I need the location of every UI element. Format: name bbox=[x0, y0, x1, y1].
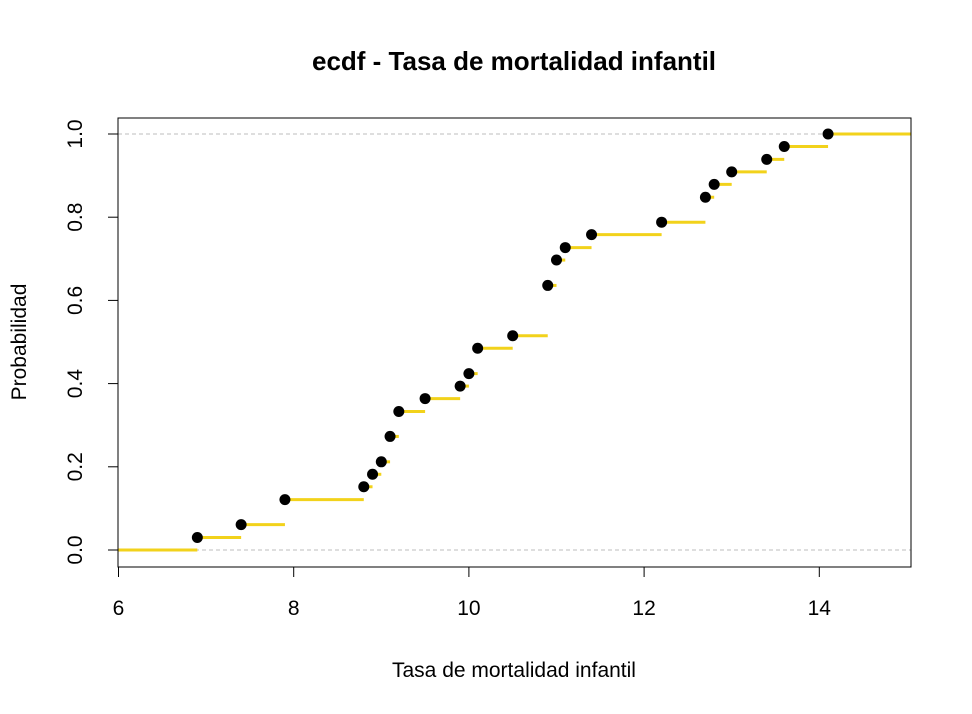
y-tick-label: 0.2 bbox=[64, 452, 87, 481]
x-axis: 6 8 10 12 14 bbox=[113, 566, 832, 620]
x-tick-label: 6 bbox=[113, 597, 125, 620]
y-tick-label: 0.6 bbox=[64, 286, 87, 315]
x-tick-label: 8 bbox=[288, 597, 300, 620]
data-point bbox=[393, 405, 405, 417]
y-tick-label: 0.4 bbox=[64, 369, 87, 399]
data-point bbox=[235, 519, 247, 531]
data-point bbox=[656, 216, 668, 228]
y-axis: 0.0 0.2 0.4 0.6 0.8 1.0 bbox=[64, 119, 119, 565]
data-point bbox=[761, 153, 773, 165]
x-axis-label: Tasa de mortalidad infantil bbox=[392, 659, 636, 682]
data-point bbox=[778, 140, 790, 152]
y-tick-label: 0.0 bbox=[64, 535, 87, 564]
data-point bbox=[551, 254, 562, 266]
data-point bbox=[454, 380, 466, 392]
data-point bbox=[726, 166, 738, 178]
data-point bbox=[472, 342, 484, 354]
data-point bbox=[419, 393, 431, 405]
step-segments bbox=[118, 132, 911, 552]
x-tick-label: 14 bbox=[808, 597, 832, 620]
data-point bbox=[384, 430, 396, 442]
plot-frame bbox=[117, 117, 912, 568]
y-tick-label: 1.0 bbox=[64, 119, 87, 148]
x-tick-label: 10 bbox=[457, 597, 480, 620]
data-point bbox=[586, 229, 598, 241]
y-axis-label: Probabilidad bbox=[8, 284, 31, 401]
reference-lines bbox=[118, 133, 911, 551]
data-point bbox=[375, 456, 387, 468]
data-point bbox=[699, 191, 711, 203]
data-point bbox=[507, 330, 519, 342]
data-point bbox=[463, 368, 475, 380]
data-point bbox=[191, 532, 203, 544]
data-point bbox=[367, 468, 379, 480]
x-tick-label: 12 bbox=[632, 597, 655, 620]
data-point bbox=[279, 494, 291, 506]
data-point bbox=[358, 481, 370, 493]
data-points bbox=[191, 128, 834, 544]
data-point bbox=[542, 279, 554, 291]
y-tick-label: 0.8 bbox=[64, 203, 87, 232]
data-point bbox=[708, 178, 720, 190]
data-point bbox=[822, 128, 834, 140]
data-point bbox=[559, 242, 571, 254]
chart-title: ecdf - Tasa de mortalidad infantil bbox=[312, 46, 716, 76]
